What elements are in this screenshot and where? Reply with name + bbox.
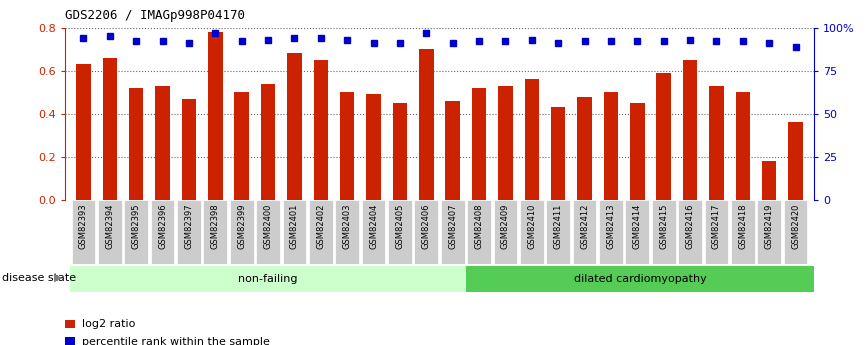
Text: log2 ratio: log2 ratio [82, 319, 136, 329]
FancyBboxPatch shape [177, 200, 201, 264]
Text: dilated cardiomyopathy: dilated cardiomyopathy [573, 274, 707, 284]
Text: GSM82409: GSM82409 [501, 203, 510, 249]
Text: GSM82403: GSM82403 [343, 203, 352, 249]
FancyBboxPatch shape [70, 266, 466, 292]
Text: GSM82406: GSM82406 [422, 203, 430, 249]
FancyBboxPatch shape [758, 200, 781, 264]
Text: GSM82418: GSM82418 [739, 203, 747, 249]
Bar [472, 88, 487, 200]
Bar [419, 49, 434, 200]
Text: GSM82394: GSM82394 [106, 203, 114, 249]
Text: disease state: disease state [2, 273, 76, 283]
Bar [288, 53, 301, 200]
Text: GSM82412: GSM82412 [580, 203, 589, 249]
Text: GSM82398: GSM82398 [210, 203, 220, 249]
FancyBboxPatch shape [467, 200, 491, 264]
Text: GSM82393: GSM82393 [79, 203, 88, 249]
Bar [788, 122, 803, 200]
FancyBboxPatch shape [599, 200, 623, 264]
Text: GSM82402: GSM82402 [316, 203, 326, 249]
Text: GSM82399: GSM82399 [237, 203, 246, 249]
Bar [682, 60, 697, 200]
FancyBboxPatch shape [256, 200, 280, 264]
Bar [261, 84, 275, 200]
Text: GDS2206 / IMAGp998P04170: GDS2206 / IMAGp998P04170 [65, 9, 245, 22]
Text: GSM82420: GSM82420 [791, 203, 800, 249]
Bar [735, 92, 750, 200]
Bar [551, 107, 565, 200]
Bar [709, 86, 724, 200]
FancyBboxPatch shape [441, 200, 464, 264]
Text: percentile rank within the sample: percentile rank within the sample [82, 337, 270, 345]
Bar [604, 92, 618, 200]
Text: GSM82404: GSM82404 [369, 203, 378, 249]
Text: GSM82396: GSM82396 [158, 203, 167, 249]
Text: GSM82395: GSM82395 [132, 203, 140, 249]
Text: GSM82419: GSM82419 [765, 203, 773, 249]
Bar [129, 88, 144, 200]
Text: GSM82408: GSM82408 [475, 203, 483, 249]
Bar [525, 79, 539, 200]
Bar [762, 161, 777, 200]
FancyBboxPatch shape [415, 200, 438, 264]
FancyBboxPatch shape [362, 200, 385, 264]
FancyBboxPatch shape [309, 200, 333, 264]
FancyBboxPatch shape [652, 200, 675, 264]
Bar [155, 86, 170, 200]
Text: GSM82411: GSM82411 [553, 203, 563, 249]
Text: GSM82407: GSM82407 [449, 203, 457, 249]
Bar [76, 64, 91, 200]
FancyBboxPatch shape [705, 200, 728, 264]
Bar [366, 95, 381, 200]
Text: ▶: ▶ [54, 273, 62, 283]
Bar [235, 92, 249, 200]
Bar [656, 73, 671, 200]
FancyBboxPatch shape [229, 200, 254, 264]
FancyBboxPatch shape [72, 200, 95, 264]
FancyBboxPatch shape [784, 200, 807, 264]
Text: GSM82410: GSM82410 [527, 203, 536, 249]
Text: GSM82413: GSM82413 [606, 203, 616, 249]
Bar [498, 86, 513, 200]
FancyBboxPatch shape [282, 200, 307, 264]
Text: GSM82417: GSM82417 [712, 203, 721, 249]
Text: GSM82401: GSM82401 [290, 203, 299, 249]
Bar [208, 32, 223, 200]
FancyBboxPatch shape [546, 200, 570, 264]
Bar [182, 99, 197, 200]
Text: non-failing: non-failing [238, 274, 298, 284]
Bar [578, 97, 591, 200]
FancyBboxPatch shape [466, 266, 814, 292]
FancyBboxPatch shape [572, 200, 597, 264]
Bar [445, 101, 460, 200]
FancyBboxPatch shape [204, 200, 227, 264]
FancyBboxPatch shape [494, 200, 517, 264]
FancyBboxPatch shape [98, 200, 121, 264]
Text: GSM82415: GSM82415 [659, 203, 669, 249]
Text: GSM82414: GSM82414 [633, 203, 642, 249]
FancyBboxPatch shape [151, 200, 174, 264]
FancyBboxPatch shape [520, 200, 544, 264]
Text: GSM82416: GSM82416 [686, 203, 695, 249]
Bar [313, 60, 328, 200]
Text: GSM82400: GSM82400 [263, 203, 273, 249]
FancyBboxPatch shape [388, 200, 412, 264]
Bar [102, 58, 117, 200]
Bar [340, 92, 354, 200]
FancyBboxPatch shape [625, 200, 650, 264]
FancyBboxPatch shape [731, 200, 754, 264]
FancyBboxPatch shape [125, 200, 148, 264]
Bar [392, 103, 407, 200]
Bar [630, 103, 644, 200]
Text: GSM82405: GSM82405 [396, 203, 404, 249]
Text: GSM82397: GSM82397 [184, 203, 193, 249]
FancyBboxPatch shape [335, 200, 359, 264]
FancyBboxPatch shape [678, 200, 702, 264]
